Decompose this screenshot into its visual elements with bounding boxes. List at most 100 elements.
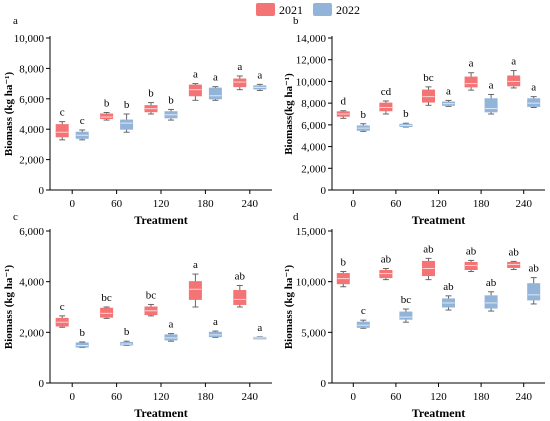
panel-label: d bbox=[293, 211, 299, 223]
y-tick-label: 2,000 bbox=[301, 163, 326, 175]
panel-b: b 0 2,000 4,000 6,000 8,000 10,000 12,000 14,000… bbox=[283, 15, 545, 227]
box-2021-0: b bbox=[336, 257, 350, 288]
legend: 2021 2022 bbox=[256, 3, 360, 17]
x-tick-label: 60 bbox=[111, 391, 123, 403]
legend-swatch-2022 bbox=[313, 3, 332, 16]
x-tick-label: 180 bbox=[473, 391, 490, 403]
significance-letter: c bbox=[80, 115, 85, 127]
significance-letter: ab bbox=[235, 270, 246, 282]
box-body bbox=[233, 78, 247, 88]
x-tick-label: 180 bbox=[197, 391, 214, 403]
significance-letter: c bbox=[60, 107, 65, 119]
box-body bbox=[208, 87, 222, 100]
significance-letter: c bbox=[60, 301, 65, 313]
significance-letter: b bbox=[124, 99, 130, 111]
x-tick-label: 0 bbox=[351, 198, 357, 210]
x-tick-label: 0 bbox=[69, 198, 75, 210]
significance-letter: ab bbox=[466, 245, 477, 257]
box-2022-0: c bbox=[75, 115, 89, 141]
box-2022-180: a bbox=[208, 316, 222, 338]
x-axis-title: Treatment bbox=[134, 213, 188, 227]
y-tick-label: 6,000 bbox=[19, 226, 44, 238]
x-axis-title: Treatment bbox=[134, 406, 188, 420]
significance-letter: b bbox=[341, 257, 347, 269]
box-body bbox=[484, 295, 498, 309]
x-axis-title: Treatment bbox=[412, 213, 466, 227]
y-axis-title: Biomass (kg ha⁻¹) bbox=[3, 265, 15, 350]
x-tick-label: 120 bbox=[153, 198, 170, 210]
box-body bbox=[55, 124, 69, 138]
box-2022-0: b bbox=[356, 109, 370, 132]
significance-letter: b bbox=[148, 88, 154, 100]
box-2021-60: ab bbox=[379, 253, 393, 281]
significance-letter: c bbox=[361, 305, 366, 317]
x-tick-label: 240 bbox=[515, 391, 532, 403]
significance-letter: bc bbox=[401, 294, 412, 306]
significance-letter: cd bbox=[381, 86, 392, 98]
x-tick-label: 0 bbox=[69, 391, 75, 403]
significance-letter: a bbox=[531, 82, 536, 94]
box-body bbox=[188, 281, 202, 300]
panel-label: c bbox=[13, 211, 18, 223]
x-tick-label: 120 bbox=[430, 198, 447, 210]
panel-label: a bbox=[13, 15, 18, 27]
y-tick-label: 2,000 bbox=[19, 155, 44, 167]
box-2021-0: c bbox=[55, 107, 69, 141]
legend-label-2022: 2022 bbox=[336, 3, 360, 17]
box-body bbox=[527, 283, 541, 301]
significance-letter: bc bbox=[423, 72, 434, 84]
y-tick-label: 6,000 bbox=[19, 94, 44, 106]
box-2021-60: bc bbox=[100, 292, 114, 319]
significance-letter: a bbox=[257, 322, 262, 334]
box-2022-240: ab bbox=[527, 263, 541, 305]
box-body bbox=[484, 98, 498, 113]
box-2021-240: ab bbox=[507, 246, 521, 271]
box-body bbox=[464, 261, 478, 271]
box-body bbox=[507, 75, 521, 87]
box-body bbox=[379, 102, 393, 112]
significance-letter: a bbox=[169, 319, 174, 331]
significance-letter: ab bbox=[443, 281, 454, 293]
box-body bbox=[100, 113, 114, 120]
significance-letter: a bbox=[193, 69, 198, 81]
significance-letter: ab bbox=[381, 253, 392, 265]
legend-swatch-2021 bbox=[256, 3, 275, 16]
box-2021-240: a bbox=[507, 56, 521, 89]
box-2021-120: bc bbox=[422, 72, 435, 106]
x-tick-label: 240 bbox=[515, 198, 532, 210]
panel-a: a 0 2,000 4,000 6,000 8,000 10,000 Biomass (kg … bbox=[3, 15, 272, 227]
y-tick-label: 8,000 bbox=[301, 98, 326, 110]
significance-letter: ab bbox=[486, 277, 497, 289]
significance-letter: ab bbox=[509, 246, 520, 258]
significance-letter: a bbox=[213, 316, 218, 328]
significance-letter: a bbox=[237, 61, 242, 73]
box-body bbox=[356, 321, 370, 328]
box-2022-60: b bbox=[120, 326, 134, 347]
box-2021-180: ab bbox=[464, 245, 478, 273]
significance-letter: a bbox=[193, 259, 198, 271]
y-axis-title: Biomass (kg ha⁻¹) bbox=[3, 72, 15, 157]
significance-letter: a bbox=[257, 69, 262, 81]
y-tick-label: 10,000 bbox=[296, 76, 327, 88]
box-2022-60: b bbox=[120, 99, 134, 133]
y-tick-label: 6,000 bbox=[301, 120, 326, 132]
x-tick-label: 60 bbox=[111, 198, 123, 210]
x-tick-label: 60 bbox=[390, 391, 402, 403]
x-tick-label: 180 bbox=[473, 198, 490, 210]
box-2022-60: bc bbox=[399, 294, 413, 323]
significance-letter: a bbox=[489, 79, 494, 91]
y-tick-label: 0 bbox=[39, 378, 45, 390]
box-2021-120: ab bbox=[422, 243, 435, 281]
significance-letter: b bbox=[403, 108, 409, 120]
y-tick-label: 14,000 bbox=[296, 33, 327, 45]
box-2021-180: a bbox=[188, 69, 202, 101]
x-tick-label: 120 bbox=[430, 391, 447, 403]
box-body bbox=[507, 261, 521, 268]
significance-letter: a bbox=[446, 85, 451, 97]
panel-d: d 0 5,000 10,000 15,000 Biomass (kg ha⁻¹) 0 60 1… bbox=[283, 211, 545, 420]
significance-letter: b bbox=[104, 97, 110, 109]
box-2022-0: c bbox=[356, 305, 370, 329]
box-2022-240: a bbox=[527, 82, 541, 108]
box-body bbox=[422, 89, 435, 103]
